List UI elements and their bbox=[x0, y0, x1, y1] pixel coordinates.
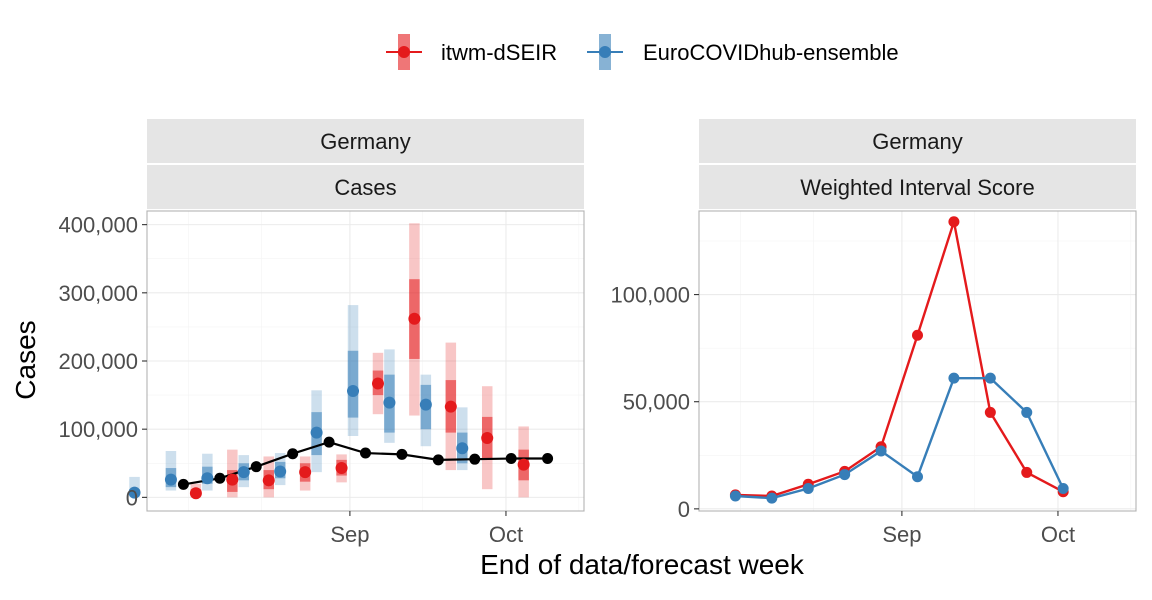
interval-50-ensemble bbox=[347, 350, 359, 418]
x-axis-title: End of data/forecast week bbox=[480, 549, 805, 580]
median-point-itwm bbox=[335, 462, 348, 475]
observed-point bbox=[432, 454, 444, 466]
y-tick-label: 400,000 bbox=[58, 213, 138, 238]
series-point-itwm bbox=[912, 329, 923, 341]
y-tick-label: 0 bbox=[126, 485, 138, 510]
observed-point bbox=[287, 448, 299, 460]
observed-point bbox=[542, 453, 554, 464]
y-tick-label: 100,000 bbox=[58, 417, 138, 442]
median-point-itwm bbox=[371, 377, 384, 390]
legend-label-ensemble: EuroCOVIDhub-ensemble bbox=[643, 40, 899, 65]
median-point-itwm bbox=[517, 458, 530, 471]
median-point-ensemble bbox=[164, 473, 177, 486]
median-point-ensemble bbox=[274, 465, 287, 478]
series-point-itwm bbox=[1021, 466, 1033, 478]
panel-background bbox=[699, 211, 1136, 511]
series-point-ensemble bbox=[1021, 406, 1033, 418]
median-point-ensemble bbox=[456, 442, 469, 455]
observed-point bbox=[250, 461, 262, 473]
right-strip-bottom-label: Weighted Interval Score bbox=[800, 175, 1034, 200]
x-tick-label: Sep bbox=[882, 522, 921, 547]
median-point-ensemble bbox=[419, 398, 432, 411]
median-point-ensemble bbox=[383, 396, 396, 409]
median-point-ensemble bbox=[128, 486, 141, 499]
observed-point bbox=[469, 453, 481, 465]
observed-point bbox=[360, 447, 371, 459]
observed-point bbox=[177, 478, 189, 490]
series-point-ensemble bbox=[912, 471, 923, 483]
series-point-ensemble bbox=[766, 492, 778, 504]
y-tick-label: 100,000 bbox=[610, 283, 690, 308]
y-tick-label: 200,000 bbox=[58, 349, 138, 374]
series-point-itwm bbox=[948, 216, 960, 228]
y-tick-label: 300,000 bbox=[58, 281, 138, 306]
median-point-itwm bbox=[189, 487, 202, 500]
legend: itwm-dSEIR EuroCOVIDhub-ensemble bbox=[386, 34, 899, 70]
observed-point bbox=[396, 448, 408, 460]
median-point-itwm bbox=[481, 432, 494, 445]
series-line-itwm bbox=[735, 221, 1064, 498]
series-point-ensemble bbox=[984, 372, 996, 384]
x-tick-label: Oct bbox=[1041, 522, 1075, 547]
series-point-ensemble bbox=[729, 490, 741, 502]
median-point-itwm bbox=[444, 400, 457, 413]
median-point-ensemble bbox=[310, 426, 323, 439]
left-strip-top-label: Germany bbox=[320, 129, 410, 154]
observed-point bbox=[323, 436, 335, 448]
median-point-ensemble bbox=[237, 466, 250, 479]
observed-point bbox=[505, 453, 517, 464]
series-point-ensemble bbox=[802, 483, 814, 494]
x-tick-label: Sep bbox=[330, 522, 369, 547]
series-line-ensemble bbox=[735, 376, 1065, 500]
panel-border bbox=[698, 210, 1137, 512]
left-strip: Germany Cases bbox=[147, 119, 584, 209]
right-strip: Germany Weighted Interval Score bbox=[699, 119, 1136, 209]
y-tick-label: 50,000 bbox=[623, 390, 690, 415]
wis-panel: 0 50,000 100,000 Sep Oct bbox=[610, 210, 1137, 547]
median-point-ensemble bbox=[347, 385, 360, 397]
series-point-itwm bbox=[984, 406, 996, 418]
y-tick-label: 0 bbox=[678, 497, 690, 522]
median-point-itwm bbox=[226, 473, 239, 486]
series-point-ensemble bbox=[839, 469, 851, 481]
cases-panel: 0 100,000 200,000 300,000 400,000 Sep Oct bbox=[58, 210, 585, 547]
series-point-ensemble bbox=[875, 445, 887, 457]
observed-point bbox=[214, 472, 226, 484]
median-point-ensemble bbox=[201, 472, 214, 485]
legend-key-itwm bbox=[386, 34, 422, 70]
right-strip-top-label: Germany bbox=[872, 129, 962, 154]
median-point-itwm bbox=[299, 466, 312, 479]
median-point-itwm bbox=[262, 474, 275, 487]
series-point-ensemble bbox=[1057, 483, 1069, 494]
series-point-ensemble bbox=[948, 372, 960, 384]
x-tick-label: Oct bbox=[489, 522, 523, 547]
left-strip-bottom-label: Cases bbox=[334, 175, 396, 200]
legend-label-itwm: itwm-dSEIR bbox=[441, 40, 557, 65]
legend-key-ensemble bbox=[587, 34, 623, 70]
median-point-itwm bbox=[408, 312, 421, 325]
y-axis-title: Cases bbox=[10, 320, 41, 399]
